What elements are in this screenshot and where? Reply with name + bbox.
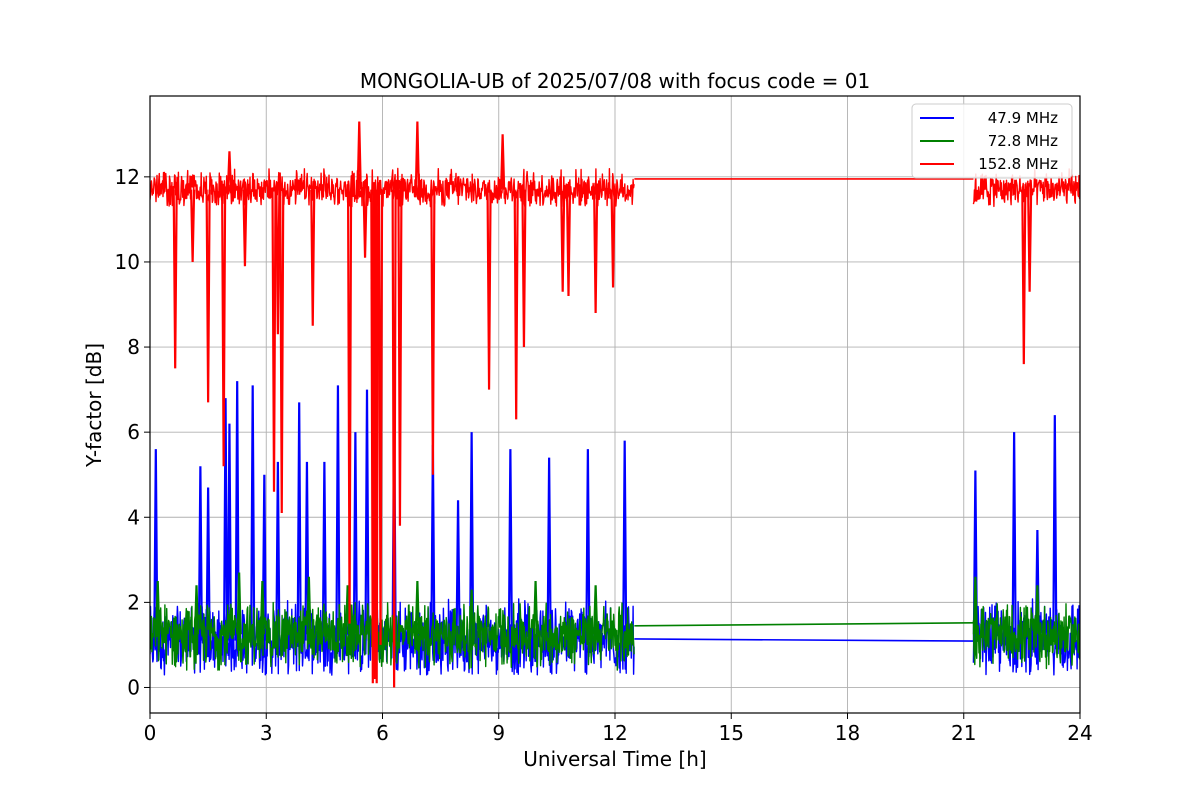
series-72-8-mhz-spike <box>193 585 200 635</box>
series-152-8-mhz-spike <box>205 189 211 403</box>
series-72-8-mhz-spike <box>532 581 539 635</box>
series-72-8-mhz-spike <box>593 585 599 635</box>
series-152-8-mhz-spike <box>486 189 492 390</box>
series-47-9-mhz-spike <box>222 398 229 641</box>
x-tick-label: 15 <box>719 721 744 745</box>
series-152-8-mhz-spike <box>221 189 227 467</box>
y-tick-label: 6 <box>127 420 140 444</box>
series-47-9-mhz-spike <box>364 389 370 641</box>
series-152-8-mhz-spike <box>346 189 353 624</box>
series-72-8-mhz-spike <box>469 589 475 635</box>
series-152-8-mhz-spike <box>430 189 436 475</box>
x-tick-label: 21 <box>951 721 976 745</box>
x-tick-label: 0 <box>144 721 157 745</box>
chart-title: MONGOLIA-UB of 2025/07/08 with focus cod… <box>360 69 870 93</box>
series-47-9-mhz-spike <box>335 385 341 641</box>
y-tick-label: 8 <box>127 335 140 359</box>
series-47-9-mhz-spike <box>585 449 591 641</box>
series-152-8-mhz-spike <box>377 189 384 645</box>
series-72-8-mhz-spike <box>306 576 312 635</box>
series-47-9-mhz-spike <box>469 432 475 641</box>
series-47-9-mhz-spike <box>234 381 240 641</box>
series-72-8-mhz-spike <box>259 581 265 635</box>
series-72-8-mhz-spike <box>972 576 978 635</box>
series-47-9-mhz-spike <box>622 440 628 641</box>
legend-label-47-9-mhz: 47.9 MHz <box>988 109 1058 127</box>
series-152-8-mhz-spike <box>414 121 420 190</box>
series-72-8-mhz-spike <box>236 572 242 635</box>
x-axis-title: Universal Time [h] <box>523 747 706 771</box>
series-152-8-mhz-spike <box>172 189 178 369</box>
series-47-9-mhz-spike <box>197 466 203 641</box>
series-47-9-mhz-spike <box>250 385 256 641</box>
x-tick-label: 18 <box>835 721 860 745</box>
series-47-9-mhz-spike <box>205 487 211 641</box>
series-152-8-mhz-spike <box>242 189 248 267</box>
series-47-9-mhz-spike <box>546 457 552 641</box>
legend-box <box>911 103 1073 179</box>
series-152-8-mhz-spike <box>565 189 572 297</box>
series-47-9-mhz-spike <box>507 449 513 641</box>
y-tick-label: 0 <box>127 675 140 699</box>
series-47-9-mhz-spike <box>226 423 233 641</box>
series-152-8-mhz-spike <box>362 189 368 258</box>
series-47-9-mhz-gap-line <box>634 638 974 642</box>
series-152-8-mhz-spike <box>271 189 277 492</box>
series-47-9-mhz-spike <box>1052 415 1058 641</box>
series-72-8-mhz-gap-line <box>634 621 974 627</box>
series-152-8-mhz-spike <box>1021 189 1027 365</box>
series-72-8-mhz-trace <box>972 603 1080 670</box>
series-47-9-mhz-spike <box>1011 432 1017 641</box>
series-152-8-mhz-spike <box>190 189 196 262</box>
series-152-8-mhz-spike <box>356 121 362 190</box>
series-72-8-mhz-trace <box>150 601 635 671</box>
series-152-8-mhz-spike <box>374 189 380 684</box>
series-152-8-mhz-spike <box>279 189 285 514</box>
series-152-8-mhz-trace <box>972 168 1080 208</box>
x-tick-label: 9 <box>492 721 505 745</box>
series-47-9-mhz-spike <box>275 461 281 641</box>
series-152-8-mhz-spike <box>560 189 566 292</box>
series-152-8-mhz-spike <box>593 189 599 314</box>
series-152-8-mhz-spike <box>226 151 233 190</box>
legend-label-152-8-mhz: 152.8 MHz <box>978 155 1058 173</box>
x-tick-label: 12 <box>602 721 627 745</box>
series-layer <box>150 121 1080 688</box>
series-47-9-mhz-spike <box>153 449 159 641</box>
series-152-8-mhz-spike <box>397 189 403 526</box>
y-tick-label: 12 <box>115 165 140 189</box>
series-72-8-mhz-spike <box>414 581 420 635</box>
series-47-9-mhz-spike <box>321 461 327 641</box>
series-152-8-mhz-trace <box>150 167 635 208</box>
series-47-9-mhz-spike <box>296 402 302 641</box>
y-tick-label: 4 <box>127 505 140 529</box>
x-tick-label: 24 <box>1067 721 1092 745</box>
y-tick-label: 2 <box>127 590 140 614</box>
series-72-8-mhz-spike <box>1034 585 1040 635</box>
series-152-8-mhz-spike <box>521 189 527 348</box>
legend-label-72-8-mhz: 72.8 MHz <box>988 132 1058 150</box>
series-152-8-mhz-spike <box>391 189 397 688</box>
series-47-9-mhz-spike <box>455 500 461 641</box>
series-152-8-mhz-spike <box>610 189 616 288</box>
x-tick-label: 3 <box>260 721 273 745</box>
legend: 47.9 MHz 72.8 MHz 152.8 MHz <box>911 103 1073 179</box>
series-152-8-mhz-spike <box>310 189 316 326</box>
series-152-8-mhz-spike <box>275 189 281 335</box>
y-tick-label: 10 <box>115 250 140 274</box>
series-47-9-mhz-spike <box>352 432 358 641</box>
y-axis-title: Y-factor [dB] <box>82 343 106 468</box>
series-152-8-mhz-spike <box>513 189 519 420</box>
x-tick-label: 6 <box>376 721 389 745</box>
series-152-8-mhz-spike <box>1027 189 1033 292</box>
series-72-8-mhz-spike <box>155 581 161 635</box>
series-152-8-mhz-spike <box>500 134 506 190</box>
